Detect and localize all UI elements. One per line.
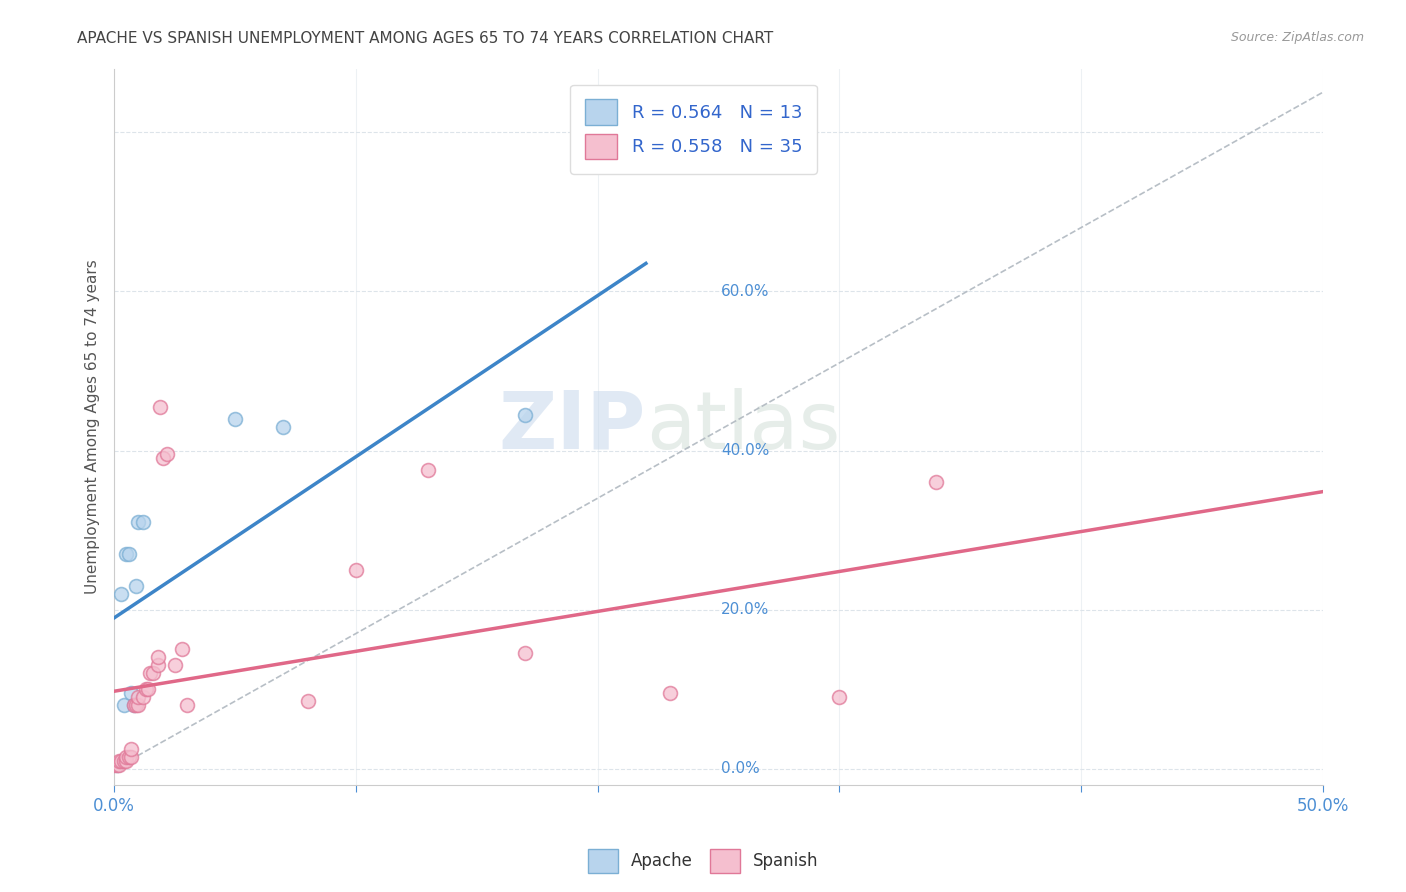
Point — [344, 563, 367, 577]
Text: 60.0%: 60.0% — [721, 284, 769, 299]
Text: APACHE VS SPANISH UNEMPLOYMENT AMONG AGES 65 TO 74 YEARS CORRELATION CHART: APACHE VS SPANISH UNEMPLOYMENT AMONG AGE… — [77, 31, 773, 46]
Point — [170, 642, 193, 657]
Point — [122, 698, 145, 713]
Point — [115, 750, 138, 764]
Point — [105, 757, 128, 772]
Point — [108, 754, 131, 768]
Point — [120, 686, 142, 700]
Point — [156, 448, 179, 462]
Point — [513, 647, 536, 661]
Text: Source: ZipAtlas.com: Source: ZipAtlas.com — [1230, 31, 1364, 45]
Point — [120, 742, 142, 756]
Point — [112, 698, 135, 713]
Point — [112, 754, 135, 768]
Point — [925, 475, 948, 490]
Point — [149, 400, 172, 414]
Point — [122, 698, 145, 713]
Point — [105, 757, 128, 772]
Text: 20.0%: 20.0% — [721, 602, 769, 617]
Text: 80.0%: 80.0% — [721, 125, 769, 140]
Point — [163, 658, 186, 673]
Text: 0.0%: 0.0% — [721, 762, 759, 776]
Point — [146, 658, 169, 673]
Point — [142, 666, 165, 681]
Legend: R = 0.564   N = 13, R = 0.558   N = 35: R = 0.564 N = 13, R = 0.558 N = 35 — [571, 85, 817, 174]
Point — [513, 408, 536, 422]
Text: atlas: atlas — [645, 388, 841, 466]
Point — [136, 682, 159, 697]
Point — [176, 698, 198, 713]
Point — [110, 754, 132, 768]
Point — [146, 650, 169, 665]
Point — [108, 757, 131, 772]
Text: ZIP: ZIP — [499, 388, 645, 466]
Legend: Apache, Spanish: Apache, Spanish — [581, 842, 825, 880]
Point — [152, 451, 174, 466]
Point — [132, 515, 155, 529]
Point — [127, 690, 149, 705]
Point — [118, 750, 141, 764]
Point — [135, 682, 157, 697]
Point — [224, 411, 246, 425]
Point — [659, 686, 682, 700]
Point — [115, 547, 138, 561]
Point — [118, 547, 141, 561]
Point — [127, 515, 149, 529]
Point — [139, 666, 162, 681]
Point — [828, 690, 851, 705]
Point — [418, 463, 440, 477]
Point — [127, 698, 149, 713]
Text: 40.0%: 40.0% — [721, 443, 769, 458]
Y-axis label: Unemployment Among Ages 65 to 74 years: Unemployment Among Ages 65 to 74 years — [86, 260, 100, 594]
Point — [110, 587, 132, 601]
Point — [115, 754, 138, 768]
Point — [125, 698, 148, 713]
Point — [273, 419, 295, 434]
Point — [125, 579, 148, 593]
Point — [120, 750, 142, 764]
Point — [103, 757, 125, 772]
Point — [297, 694, 319, 708]
Point — [132, 690, 155, 705]
